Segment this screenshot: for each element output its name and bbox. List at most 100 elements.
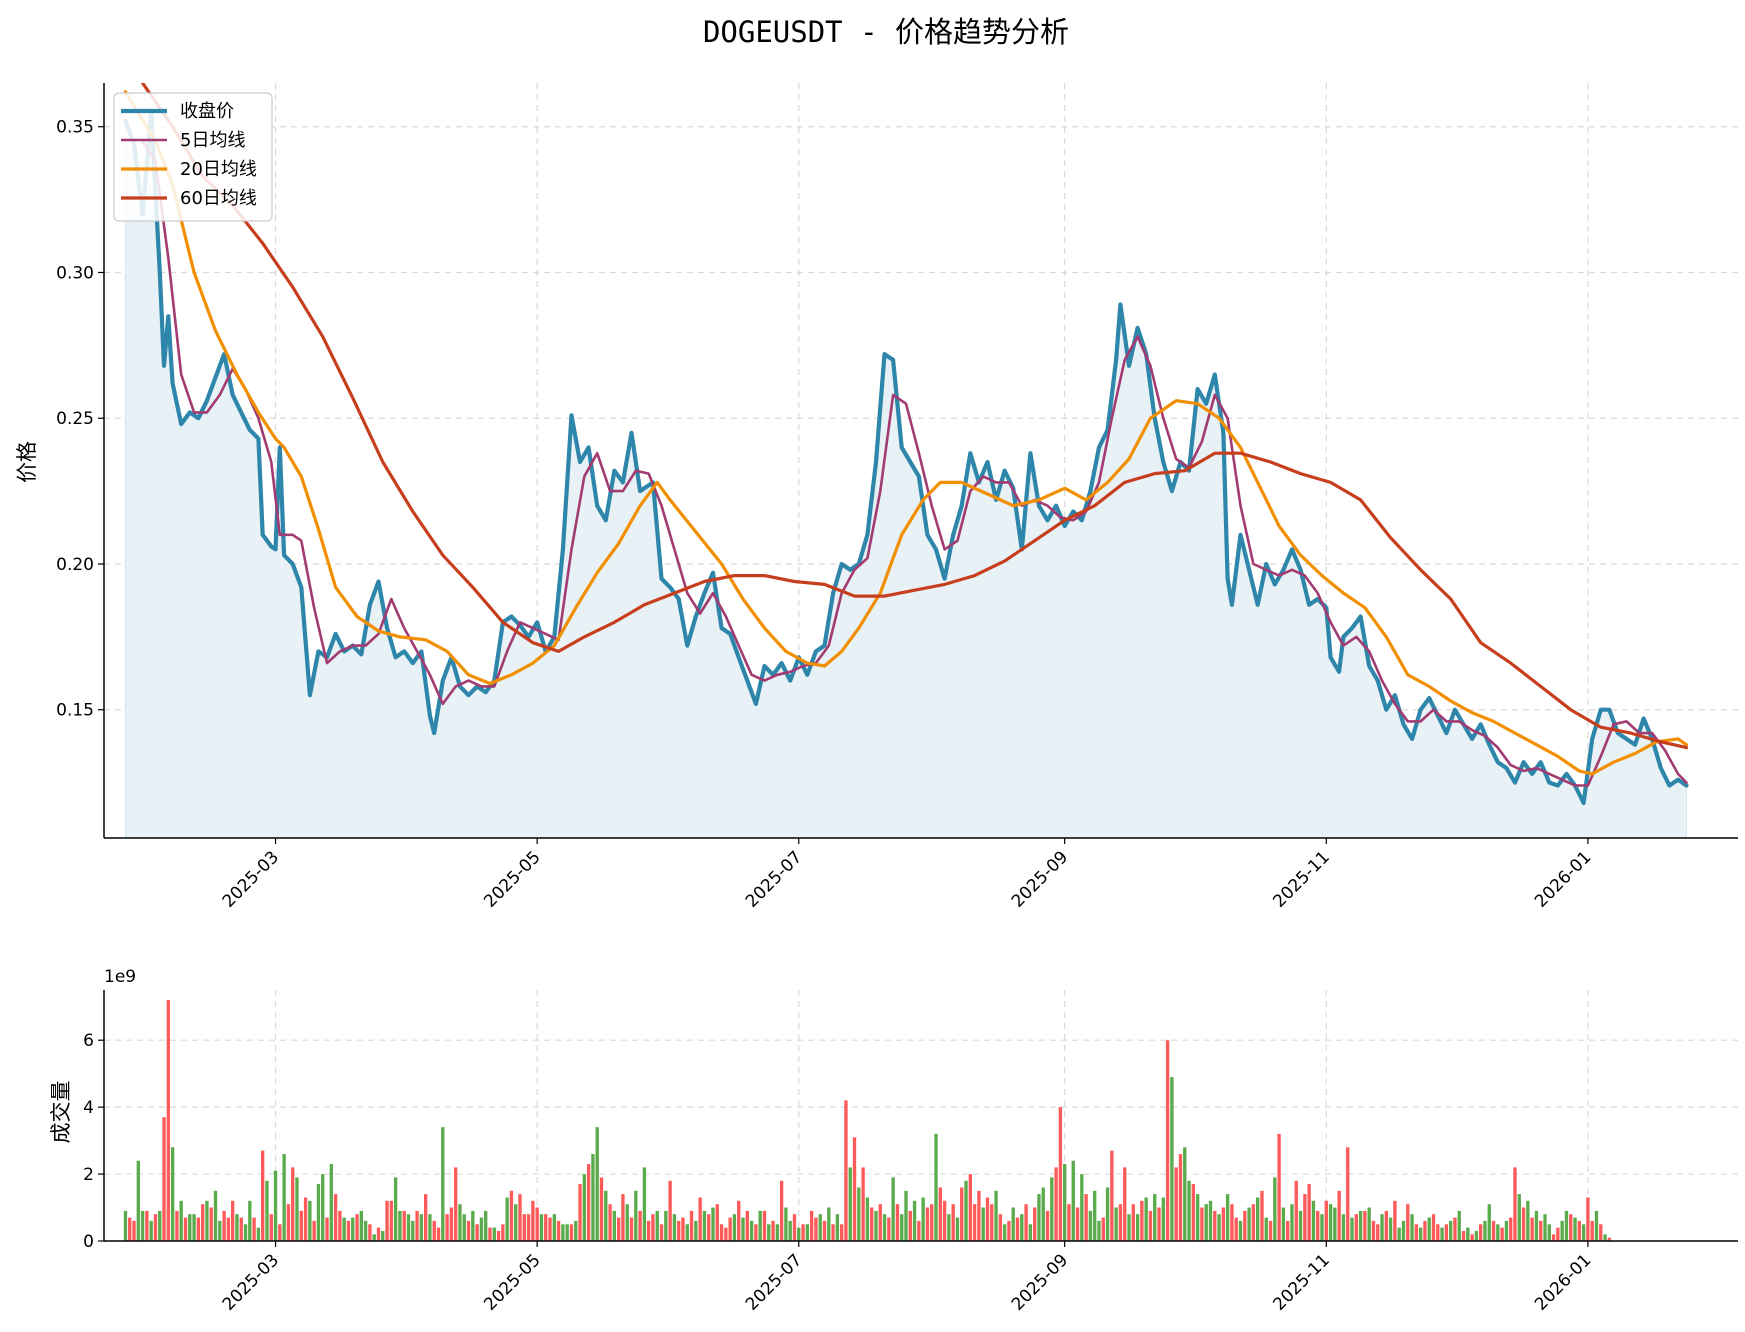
volume-bar — [1491, 1220, 1496, 1241]
volume-bar — [634, 1190, 638, 1241]
volume-bar — [1071, 1160, 1075, 1241]
volume-bar — [153, 1214, 158, 1241]
volume-bar — [1401, 1220, 1406, 1241]
volume-bar — [655, 1210, 659, 1241]
volume-bar — [441, 1127, 445, 1241]
volume-bar — [1024, 1204, 1028, 1241]
volume-bar — [514, 1204, 518, 1241]
volume-bar — [1127, 1214, 1131, 1241]
volume-bar — [1200, 1207, 1204, 1241]
legend-label-close: 收盘价 — [180, 101, 234, 122]
volume-bar — [1045, 1210, 1050, 1241]
volume-bar — [162, 1117, 166, 1241]
volume-bar — [934, 1133, 938, 1241]
volume-bar — [1311, 1200, 1316, 1241]
volume-bar — [398, 1210, 402, 1241]
volume-bar — [1496, 1224, 1500, 1241]
price-x-tick-label: 2026-01 — [1531, 847, 1595, 911]
volume-bar — [200, 1204, 205, 1241]
volume-bar — [891, 1177, 895, 1241]
volume-bar — [1307, 1184, 1311, 1241]
volume-bar — [1354, 1214, 1358, 1241]
price-plot — [123, 83, 1689, 839]
volume-bar — [1530, 1217, 1534, 1241]
volume-bar — [505, 1197, 509, 1241]
volume-bar — [1277, 1133, 1281, 1241]
volume-bar — [269, 1214, 273, 1241]
volume-bar — [1174, 1167, 1178, 1241]
volume-bar — [252, 1217, 256, 1241]
volume-bar — [651, 1214, 655, 1241]
volume-bar — [342, 1217, 346, 1241]
volume-bar — [1509, 1217, 1513, 1241]
volume-bar — [574, 1220, 578, 1241]
volume-bar — [445, 1214, 449, 1241]
close-price-area — [124, 112, 1687, 839]
volume-bar — [1590, 1220, 1594, 1241]
volume-bar — [1247, 1207, 1251, 1241]
volume-bar — [994, 1190, 998, 1241]
volume-bar — [1603, 1234, 1607, 1241]
volume-bar — [218, 1220, 222, 1241]
volume-bar — [604, 1190, 608, 1241]
volume-bar — [792, 1214, 797, 1241]
volume-bar — [509, 1190, 514, 1241]
volume-bar — [1470, 1234, 1474, 1241]
volume-bar — [1178, 1154, 1183, 1241]
volume-bar — [308, 1200, 312, 1241]
volume-bar — [1050, 1177, 1054, 1241]
legend-label-ma60: 60日均线 — [180, 188, 257, 209]
volume-bar — [1067, 1204, 1071, 1241]
volume-bar — [1564, 1210, 1569, 1241]
volume-bar — [136, 1160, 140, 1241]
volume-bar — [1161, 1197, 1165, 1241]
volume-bar — [668, 1180, 672, 1241]
volume-bar — [140, 1210, 145, 1241]
volume-bar — [1020, 1214, 1024, 1241]
volume-bar — [179, 1200, 183, 1241]
volume-bar — [762, 1210, 767, 1241]
volume-bar — [316, 1184, 321, 1241]
volume-bar — [1479, 1224, 1483, 1241]
volume-bar — [1547, 1224, 1551, 1241]
volume-bar — [355, 1214, 359, 1241]
volume-bar — [1058, 1107, 1063, 1241]
volume-bar — [205, 1200, 209, 1241]
volume-bar — [466, 1220, 471, 1241]
volume-bar — [1217, 1214, 1221, 1241]
volume-bar — [449, 1207, 454, 1241]
volume-bar — [1380, 1214, 1384, 1241]
volume-bar — [1500, 1227, 1504, 1241]
volume-bar — [1135, 1214, 1140, 1241]
volume-bar — [719, 1224, 724, 1241]
volume-bar — [887, 1217, 891, 1241]
volume-bar — [265, 1180, 269, 1241]
volume-bar — [835, 1214, 840, 1241]
volume-bar — [698, 1197, 702, 1241]
price-y-label: 价格 — [15, 441, 39, 483]
volume-bar — [1388, 1217, 1393, 1241]
volume-bar — [1594, 1210, 1599, 1241]
volume-bar — [1436, 1224, 1440, 1241]
volume-bar — [839, 1224, 844, 1241]
volume-bar — [951, 1204, 955, 1241]
volume-bar — [818, 1214, 822, 1241]
volume-bar — [788, 1220, 792, 1241]
volume-bar — [1341, 1214, 1346, 1241]
volume-y-tick-label: 0 — [83, 1232, 94, 1252]
volume-bar — [805, 1224, 810, 1241]
volume-bar — [990, 1204, 994, 1241]
series-line-ma60 — [141, 83, 1689, 750]
volume-bar — [1208, 1200, 1213, 1241]
volume-bar — [1007, 1220, 1011, 1241]
volume-bar — [1144, 1197, 1148, 1241]
volume-bar — [1328, 1204, 1333, 1241]
volume-bar — [419, 1214, 424, 1241]
volume-bar — [381, 1231, 385, 1241]
volume-bar — [578, 1184, 582, 1241]
volume-bar — [552, 1214, 556, 1241]
volume-bar — [621, 1194, 625, 1241]
volume-bar — [1414, 1224, 1419, 1241]
volume-bar — [1517, 1194, 1521, 1241]
volume-bar — [1431, 1214, 1436, 1241]
